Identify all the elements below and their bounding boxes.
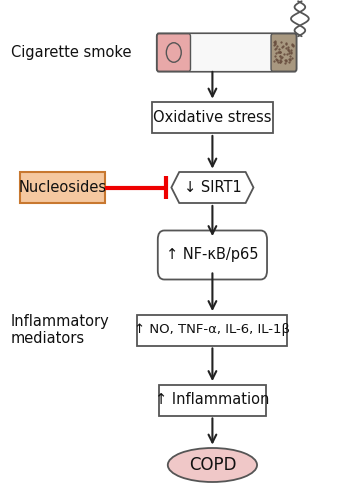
Text: Inflammatory
mediators: Inflammatory mediators	[11, 314, 110, 346]
Ellipse shape	[168, 448, 257, 482]
FancyBboxPatch shape	[157, 33, 297, 72]
Text: ↑ Inflammation: ↑ Inflammation	[155, 392, 270, 407]
FancyBboxPatch shape	[271, 34, 296, 71]
Text: COPD: COPD	[188, 456, 236, 474]
FancyBboxPatch shape	[20, 172, 105, 203]
FancyBboxPatch shape	[159, 384, 266, 416]
Text: Oxidative stress: Oxidative stress	[153, 110, 272, 125]
FancyBboxPatch shape	[137, 314, 287, 346]
Polygon shape	[171, 172, 253, 203]
FancyBboxPatch shape	[152, 102, 273, 133]
Text: ↑ NF-κB/p65: ↑ NF-κB/p65	[166, 248, 259, 262]
FancyBboxPatch shape	[157, 34, 191, 71]
Text: Nucleosides: Nucleosides	[19, 180, 106, 195]
Text: Cigarette smoke: Cigarette smoke	[11, 45, 131, 60]
Text: ↑ NO, TNF-α, IL-6, IL-1β: ↑ NO, TNF-α, IL-6, IL-1β	[135, 324, 290, 336]
Text: ↓ SIRT1: ↓ SIRT1	[183, 180, 241, 195]
FancyBboxPatch shape	[158, 230, 267, 280]
